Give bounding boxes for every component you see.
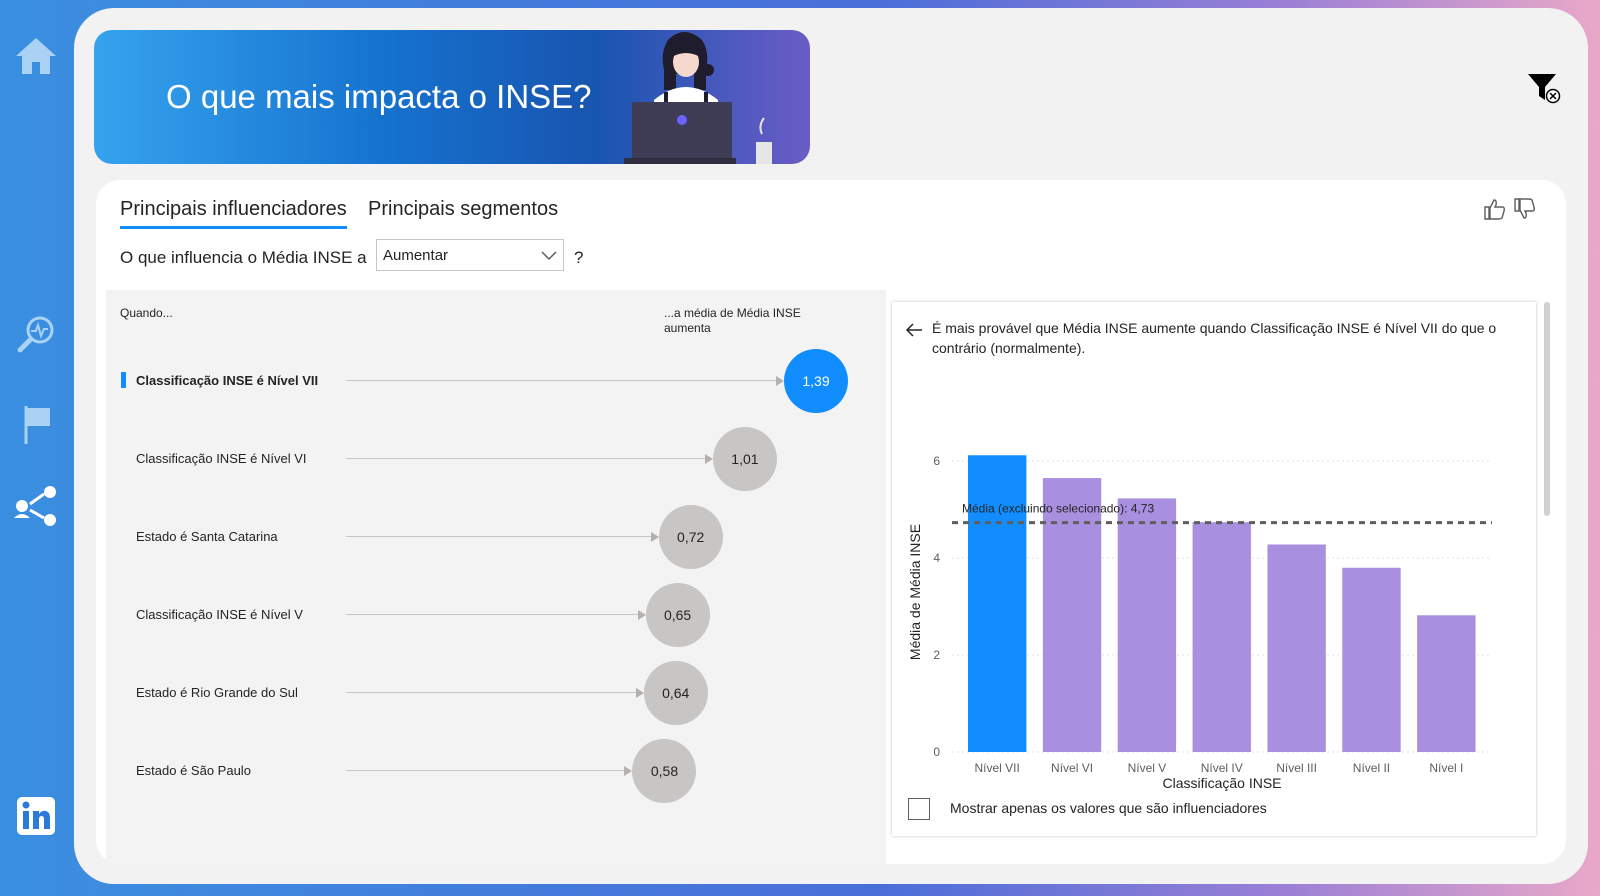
x-tick-label: Nível II [1353,761,1390,775]
influencers-list: Quando... ...a média de Média INSE aumen… [106,290,886,864]
influencer-connector [346,458,705,459]
y-tick-label: 0 [933,745,940,759]
influencer-connector [346,536,651,537]
bar [1042,478,1102,752]
influencer-bubble[interactable]: 0,58 [632,739,697,803]
influencer-connector [346,380,776,381]
bar [1267,544,1326,752]
y-tick-label: 2 [933,648,940,662]
influencer-row[interactable]: Classificação INSE é Nível VII 1,39 [106,346,886,416]
y-tick-label: 6 [933,454,940,468]
x-tick-label: Nível III [1276,761,1317,775]
y-axis-label: Média de Média INSE [907,524,923,660]
bar [1417,615,1476,752]
influencer-connector [346,692,636,693]
header-banner: O que mais impacta o INSE? [94,30,810,164]
bar [1342,567,1401,752]
thumbs-up-icon[interactable] [1482,196,1508,222]
bar [968,455,1027,752]
key-influencers-visual: Principais influenciadores Principais se… [96,180,1566,864]
influencer-row[interactable]: Classificação INSE é Nível VI 1,01 [106,424,886,494]
question-prefix: O que influencia o Média INSE a [120,248,367,267]
influencer-row[interactable]: Estado é São Paulo 0,58 [106,736,886,806]
tab-principais-segmentos[interactable]: Principais segmentos [368,198,559,220]
explanation-text: É mais provável que Média INSE aumente q… [932,320,1497,356]
y-tick-label: 4 [933,551,940,565]
chevron-down-icon [541,247,557,267]
page-title: O que mais impacta o INSE? [166,78,592,115]
x-tick-label: Nível I [1429,761,1463,775]
influencer-label: Estado é Santa Catarina [136,529,278,544]
header-when: Quando... [120,306,173,320]
share-users-icon[interactable] [10,480,62,532]
arrowhead-icon [637,610,646,620]
influencer-row[interactable]: Classificação INSE é Nível V 0,65 [106,580,886,650]
x-axis-label: Classificação INSE [1162,775,1281,791]
influencer-row[interactable]: Estado é Santa Catarina 0,72 [106,502,886,572]
arrowhead-icon [650,532,659,542]
influencer-bubble[interactable]: 0,72 [658,505,723,569]
arrowhead-icon [635,688,644,698]
header-result: ...a média de Média INSE aumenta [664,306,801,335]
show-influencers-only-checkbox[interactable] [908,798,930,820]
influencer-label: Classificação INSE é Nível V [136,607,303,622]
x-tick-label: Nível VII [975,761,1020,775]
arrowhead-icon [704,454,713,464]
x-tick-label: Nível V [1128,761,1167,775]
arrowhead-icon [776,376,784,386]
thumbs-down-icon[interactable] [1512,196,1538,222]
analysis-icon[interactable] [10,308,62,360]
report-canvas: O que mais impacta o INSE? Principais in… [74,8,1588,884]
sidebar [0,0,74,896]
direction-dropdown[interactable]: Aumentar [376,239,564,271]
influencer-label: Estado é São Paulo [136,763,251,778]
influencer-label: Estado é Rio Grande do Sul [136,685,298,700]
reference-line-label: Média (excluindo selecionado): 4,73 [962,502,1154,516]
checkbox-label: Mostrar apenas os valores que são influe… [950,800,1267,816]
selected-marker [121,372,126,388]
influencer-label: Classificação INSE é Nível VII [136,373,319,388]
tab-principais-influenciadores[interactable]: Principais influenciadores [120,198,347,229]
classification-bar-chart: 0 2 4 6 Nível VII Nível VI Nível V Nível IV Níve… [907,454,1492,791]
clear-filters-icon[interactable] [1526,70,1562,106]
dropdown-value: Aumentar [383,247,449,264]
arrowhead-icon [624,766,633,776]
question-suffix: ? [574,248,584,267]
bar [1117,498,1177,752]
scrollbar-thumb[interactable] [1544,302,1550,516]
x-tick-label: Nível IV [1201,761,1243,775]
bar [1192,522,1251,752]
influencer-row[interactable]: Estado é Rio Grande do Sul 0,64 [106,658,886,728]
influencer-bubble[interactable]: 1,01 [712,427,777,491]
influencer-connector [346,614,638,615]
influencer-label: Classificação INSE é Nível VI [136,451,307,466]
linkedin-icon[interactable] [10,790,62,842]
influencer-bubble[interactable]: 1,39 [784,349,848,413]
home-icon[interactable] [10,30,62,82]
influencer-bubble[interactable]: 0,65 [645,583,710,647]
x-tick-label: Nível VI [1051,761,1093,775]
detail-scrollbar[interactable] [1542,302,1552,836]
detail-panel: É mais provável que Média INSE aumente q… [892,302,1536,836]
back-arrow-icon[interactable] [904,320,924,340]
flag-icon[interactable] [10,398,62,450]
influencer-bubble[interactable]: 0,64 [643,661,708,725]
influencer-connector [346,770,625,771]
person-laptop-illustration [624,32,772,164]
